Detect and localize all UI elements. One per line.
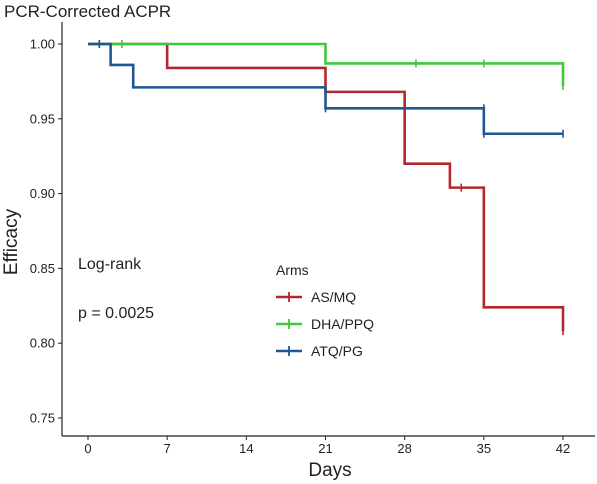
series-line: [88, 42, 565, 332]
x-tick-label: 0: [84, 441, 91, 456]
series-dha-ppq: [88, 40, 565, 90]
legend-label: ATQ/PG: [311, 343, 363, 359]
legend-label: DHA/PPQ: [311, 316, 374, 332]
x-tick-label: 35: [477, 441, 491, 456]
axes: 0.75 0.80 0.85 0.90 0.95 1.00 0 7 14 21 28 35 42: [30, 22, 595, 456]
x-tick-label: 21: [318, 441, 332, 456]
x-tick-label: 14: [239, 441, 253, 456]
series-line: [88, 42, 563, 136]
legend-item: AS/MQ: [276, 289, 356, 305]
x-tick-label: 7: [164, 441, 171, 456]
y-tick-label: 0.80: [30, 336, 55, 351]
legend-label: AS/MQ: [311, 289, 356, 305]
x-axis-label: Days: [308, 460, 351, 481]
series-atq-pg: [88, 40, 564, 138]
legend: AS/MQ DHA/PPQ ATQ/PG: [276, 289, 374, 359]
y-tick-label: 0.95: [30, 111, 55, 126]
y-tick-label: 1.00: [30, 37, 55, 52]
logrank-label: Log-rank: [78, 256, 142, 273]
series-line: [88, 42, 565, 86]
legend-item: DHA/PPQ: [276, 316, 374, 332]
y-axis-label: Efficacy: [1, 208, 22, 275]
x-tick-label: 28: [397, 441, 411, 456]
p-value-label: p = 0.0025: [78, 305, 154, 322]
x-tick-label: 42: [556, 441, 570, 456]
y-tick-label: 0.90: [30, 186, 55, 201]
series-layer: [88, 40, 565, 336]
legend-item: ATQ/PG: [276, 343, 363, 359]
y-tick-label: 0.85: [30, 261, 55, 276]
legend-title: Arms: [276, 262, 309, 278]
y-tick-label: 0.75: [30, 411, 55, 426]
chart-title: PCR-Corrected ACPR: [4, 2, 171, 21]
